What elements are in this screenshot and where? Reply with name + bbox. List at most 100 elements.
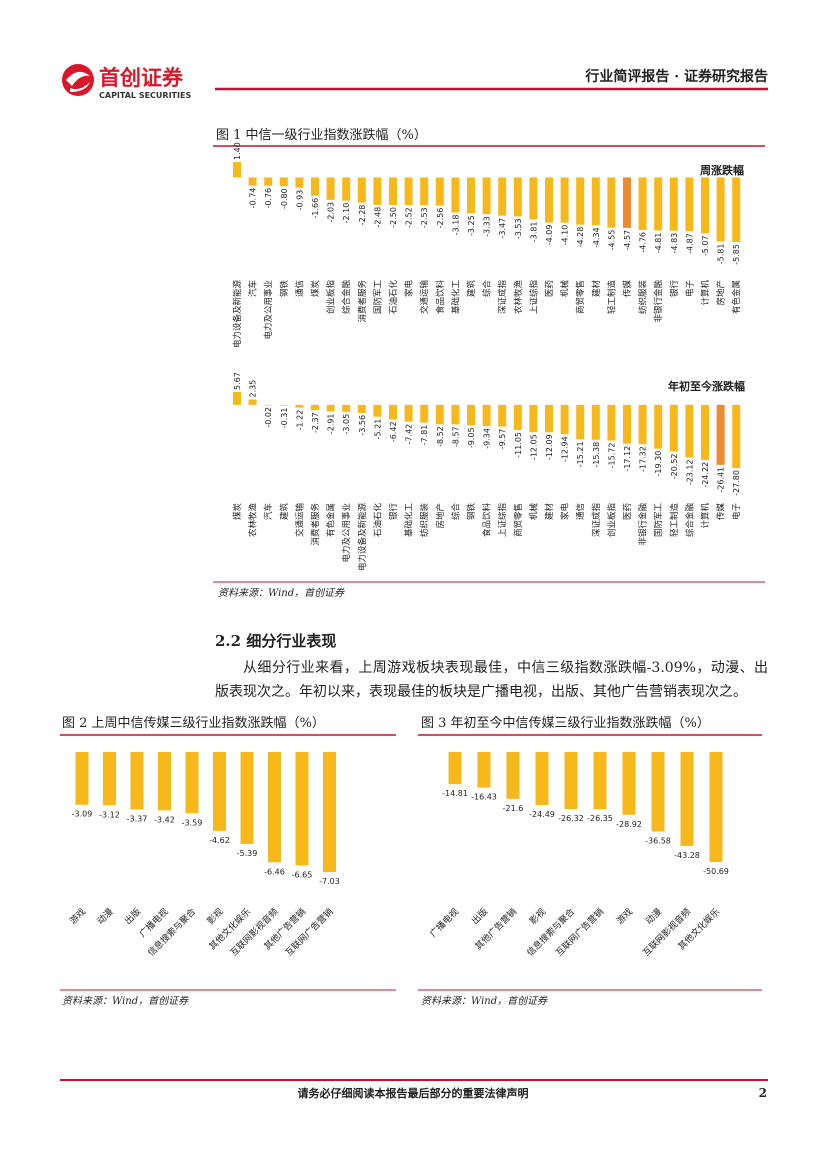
bar [158, 752, 171, 811]
bar [357, 404, 366, 413]
value-label: -2.03 [327, 202, 336, 223]
value-label: -5.81 [717, 244, 726, 265]
x-tick-label: 电力及公用事业 [341, 503, 352, 563]
value-label: -24.49 [529, 810, 555, 819]
x-tick-label: 国防军工 [653, 503, 664, 538]
value-label: -2.52 [405, 207, 414, 228]
value-label: -19.30 [654, 451, 663, 477]
x-tick-label: 电力设备及新能源 [232, 280, 243, 349]
bar [295, 752, 309, 866]
bar [651, 752, 665, 832]
x-tick-label: 有色金属 [731, 280, 742, 314]
bar [420, 404, 429, 423]
bar [213, 752, 226, 831]
value-label: -4.10 [561, 225, 570, 246]
bar [623, 177, 631, 228]
value-label: -2.56 [436, 208, 445, 229]
value-label: -2.53 [420, 207, 429, 228]
x-tick-label: 传媒 [716, 503, 727, 521]
value-label: -4.87 [685, 233, 694, 254]
bar [669, 404, 678, 452]
x-tick-label: 钢铁 [466, 503, 477, 521]
value-label: -2.28 [358, 205, 367, 226]
bar [669, 177, 678, 231]
legend-label: 年初至今涨跌幅 [668, 379, 745, 393]
bar [560, 404, 569, 435]
value-label: -0.31 [280, 408, 289, 429]
bar [279, 404, 288, 406]
x-tick-label: 电子 [684, 280, 695, 298]
value-label: -3.05 [342, 414, 351, 435]
x-tick-label: 创业板指 [606, 503, 617, 538]
figure-title: 图 3 年初至今中信传媒三级行业指数涨跌幅（%） [421, 715, 710, 731]
bar [326, 404, 335, 412]
bar [654, 177, 663, 231]
value-label: -0.74 [249, 188, 258, 209]
bar [513, 404, 522, 430]
value-label: -17.12 [623, 446, 632, 472]
value-label: -36.58 [645, 836, 671, 845]
value-label: -4.62 [209, 836, 230, 845]
x-tick-label: 动漫 [94, 906, 115, 927]
value-label: -3.33 [483, 216, 492, 237]
x-tick-label: 互联网影视音频 [228, 906, 281, 959]
x-tick-label: 商贸零售 [575, 280, 586, 314]
x-tick-label: 信息搜索与聚合 [145, 906, 198, 959]
bar [638, 404, 647, 445]
value-label: -6.46 [264, 867, 285, 876]
value-label: -3.09 [72, 810, 93, 819]
value-label: 2.35 [249, 380, 258, 398]
bar [311, 404, 319, 411]
x-tick-label: 影视 [204, 906, 225, 927]
x-tick-label: 房地产 [716, 280, 727, 306]
x-tick-label: 纺织服装 [638, 280, 649, 315]
x-tick-label: 计算机 [700, 503, 711, 529]
bar [404, 177, 413, 206]
bar [404, 404, 413, 422]
bar [545, 404, 553, 433]
bar [607, 404, 616, 441]
bar [373, 177, 382, 205]
legend-label: 周涨跌幅 [700, 163, 744, 177]
value-label: -15.21 [576, 441, 585, 467]
x-tick-label: 国防军工 [372, 280, 383, 315]
x-tick-label: 广播电视 [427, 906, 461, 940]
x-tick-label: 游戏 [67, 906, 88, 927]
value-label: -12.05 [529, 434, 538, 460]
x-tick-label: 汽车 [248, 280, 259, 297]
x-tick-label: 家电 [560, 503, 571, 521]
value-label: -3.53 [514, 218, 523, 239]
value-label: -3.47 [498, 218, 507, 239]
report-type: 行业简评报告 · 证券研究报告 [584, 68, 768, 85]
value-label: -12.09 [545, 434, 554, 460]
x-tick-label: 创业板指 [326, 280, 337, 315]
x-tick-label: 通信 [575, 503, 586, 521]
bar [482, 404, 491, 427]
bar [240, 752, 254, 845]
bar [498, 404, 507, 427]
value-label: -9.05 [467, 427, 476, 448]
bar [593, 752, 607, 810]
x-tick-label: 煤炭 [310, 280, 321, 298]
bar [130, 752, 144, 810]
x-tick-label: 动漫 [643, 906, 664, 927]
bar [185, 752, 199, 814]
x-tick-label: 非银行金融 [638, 503, 649, 546]
bar [467, 404, 475, 426]
brand-en: CAPITAL SECURITIES [99, 91, 191, 100]
bar [467, 177, 475, 214]
value-label: -2.48 [373, 207, 382, 228]
bar [701, 177, 709, 234]
x-tick-label: 综合金融 [684, 503, 695, 538]
bar [535, 752, 549, 806]
bar [716, 404, 725, 465]
bar [576, 404, 585, 440]
value-label: -0.93 [295, 190, 304, 211]
value-label: -28.92 [616, 820, 642, 829]
value-label: -15.38 [592, 442, 601, 468]
x-tick-label: 建材 [591, 280, 602, 298]
x-tick-label: 消费者服务 [357, 280, 368, 323]
value-label: -5.85 [732, 244, 741, 265]
value-label: -5.21 [373, 419, 382, 440]
